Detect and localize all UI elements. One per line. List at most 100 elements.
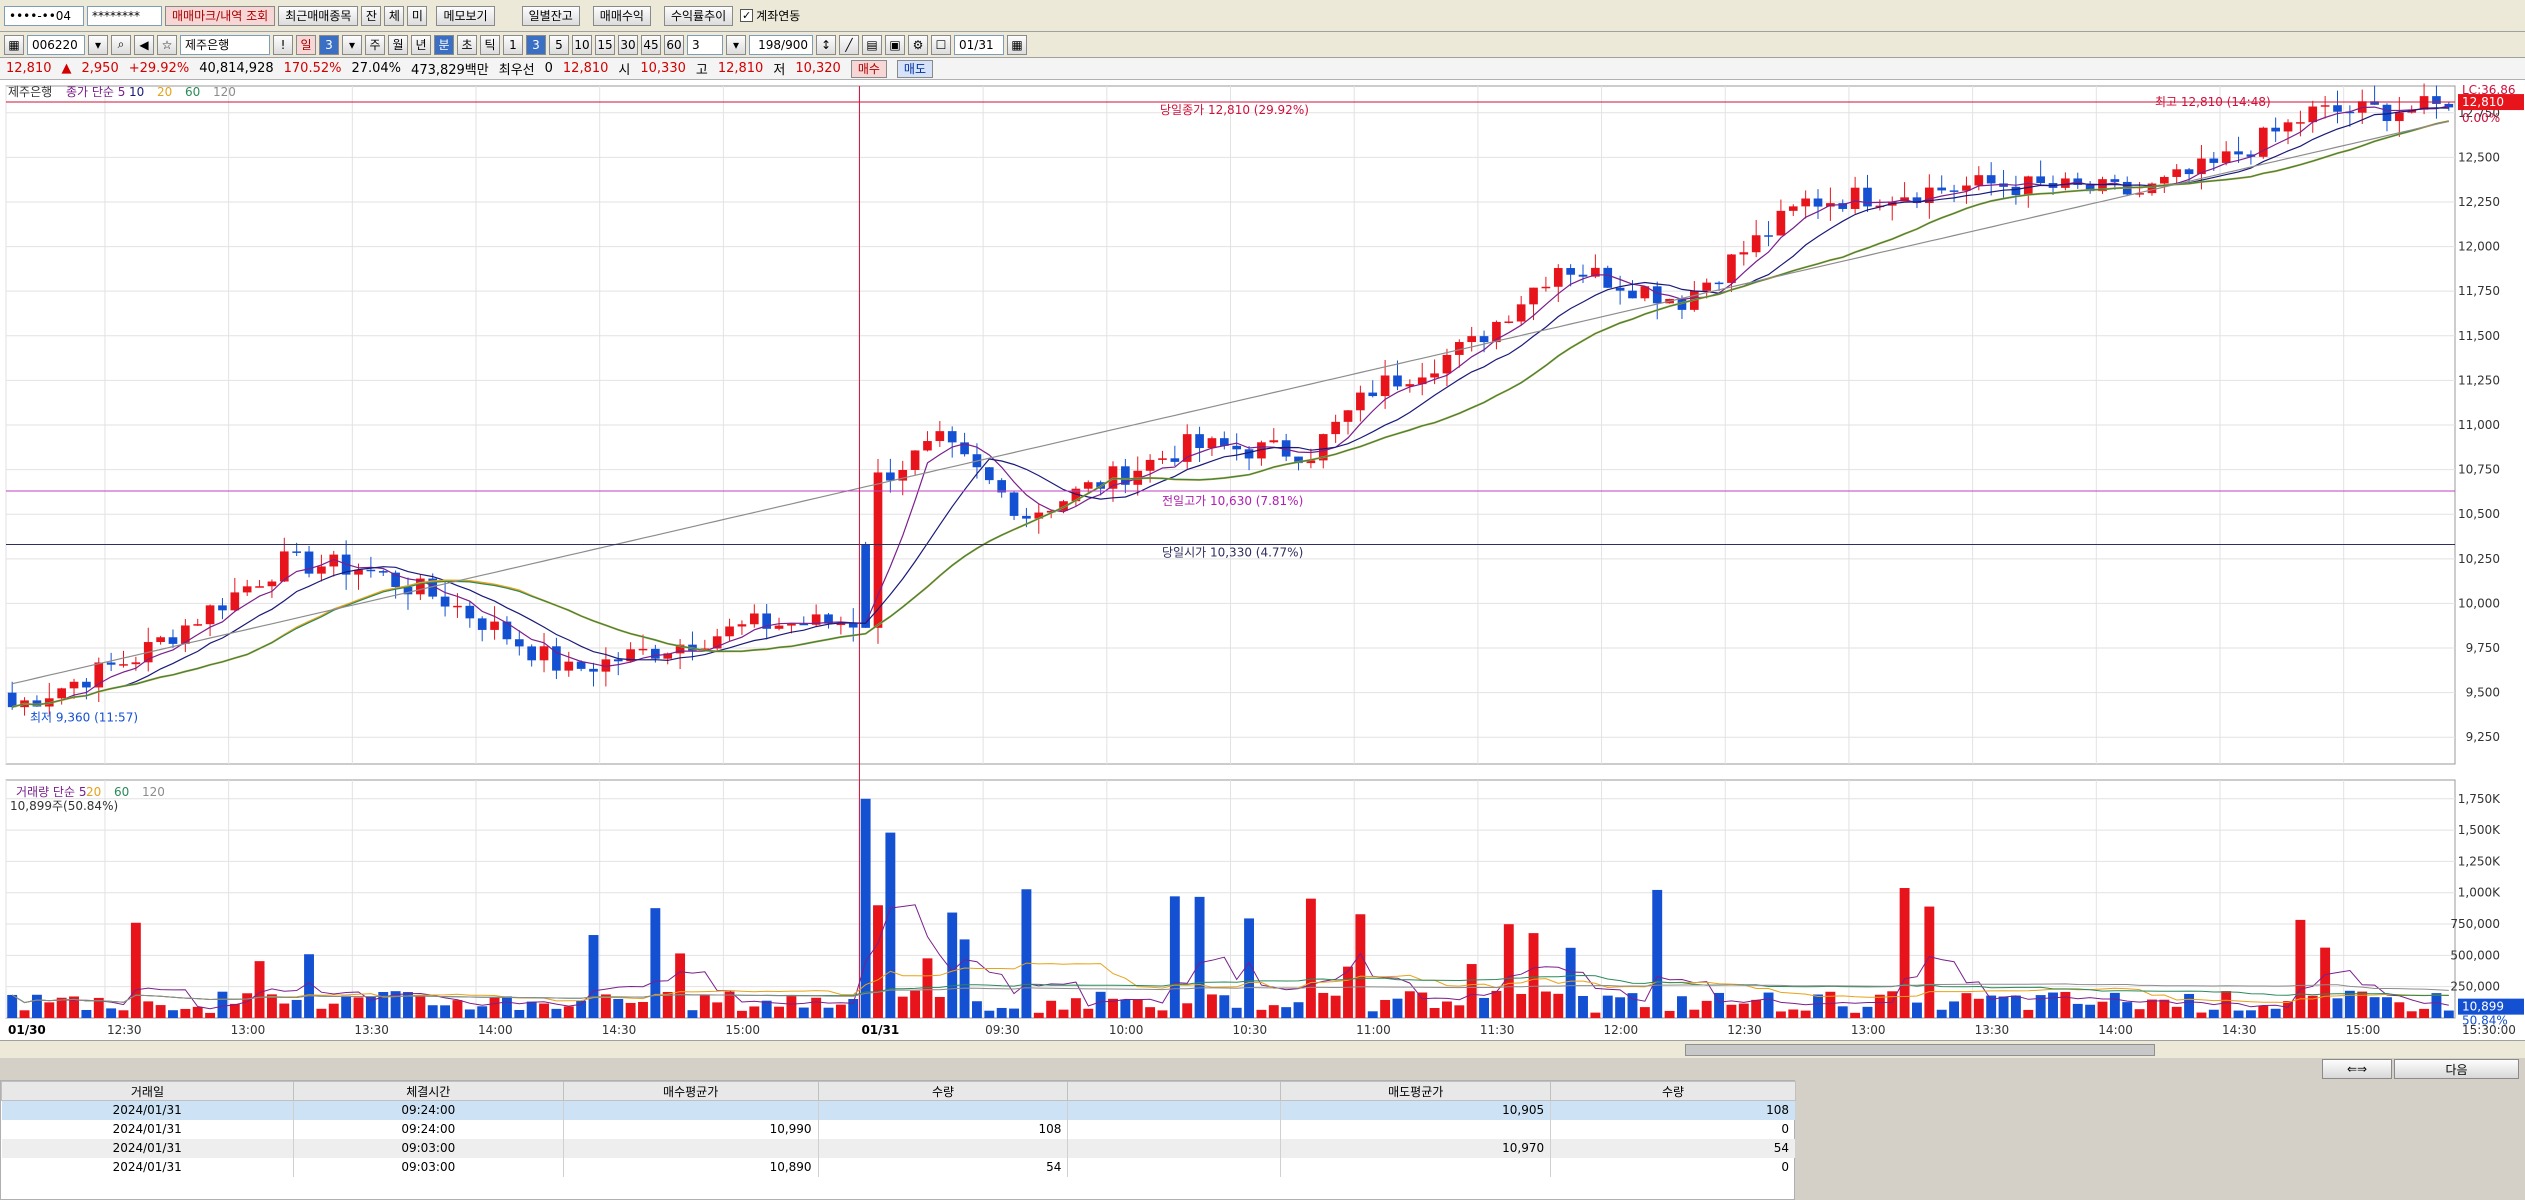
stock-code-input[interactable]: 006220 [27,34,85,55]
minute-45[interactable]: 45 [641,34,661,55]
interval-input[interactable]: 3 [687,34,723,55]
next-button[interactable]: 다음 [2394,1059,2519,1079]
sell-button[interactable]: 매도 [896,59,933,78]
volume-bar [2283,1001,2293,1018]
speaker-icon[interactable]: ◀ [134,34,154,55]
candle-body [2172,169,2182,177]
volume-bar [1553,993,1564,1018]
time-tick-label: 14:30 [602,1023,637,1037]
table-row[interactable]: 2024/01/31 09:03:00 10,970 54 [1,1138,1796,1158]
volume-bar [378,992,389,1018]
volume-bar [1169,896,1180,1018]
volume-bar [1108,998,1118,1018]
favorite-icon[interactable]: ☆ [157,34,177,55]
info-icon[interactable]: ! [273,34,293,55]
balance-toggle[interactable]: 잔 [361,5,382,26]
candle-body [1974,175,1984,186]
candle-body [453,605,462,608]
grid-icon[interactable]: ▦ [4,34,24,55]
date-input[interactable]: 01/31 [954,34,1004,55]
candle-body [2246,154,2256,157]
minute-1[interactable]: 1 [503,34,523,55]
vol-ma5-line [11,904,2449,1010]
volume-bar [588,935,599,1018]
chart-scrollbar[interactable] [0,1040,2525,1058]
time-readout: 15:30:00 [2462,1023,2516,1037]
volume-bar [2048,992,2058,1018]
password-field[interactable]: ******** [87,5,162,26]
volume-bar [1998,996,2009,1018]
minute-3[interactable]: 3 [526,34,546,55]
table-row[interactable]: 2024/01/31 09:24:00 10,990 108 0 [1,1119,1796,1139]
table-row[interactable]: 2024/01/31 09:24:00 10,905 108 [1,1100,1796,1120]
volume-bar [2357,991,2368,1018]
checkbox-icon[interactable]: ☐ [931,34,951,55]
volume-bar [291,999,302,1018]
trade-mark-button[interactable]: 매매마크/내역 조회 [165,5,276,26]
period-second[interactable]: 초 [457,34,477,55]
volume-bar [229,1003,240,1018]
trade-history-table: 거래일 체결시간 매수평균가 수량 매도평균가 수량 2024/01/31 09… [0,1080,1796,1200]
search-icon[interactable]: ⌕ [111,34,131,55]
table-icon[interactable]: ▤ [862,34,882,55]
account-select[interactable]: ••••-••04 [4,5,84,26]
time-tick-label: 13:30 [354,1023,389,1037]
scroll-icon[interactable]: ↕ [816,34,836,55]
candle-body [1801,198,1810,207]
candle-body [2283,122,2293,132]
period-year[interactable]: 년 [411,34,431,55]
candlestick-chart[interactable]: 12,75012,50012,25012,00011,75011,50011,2… [0,80,2525,1040]
prev-icon[interactable]: ⇐⇒ [2322,1059,2392,1079]
quote-bar: 12,810 ▲ 2,950 +29.92% 40,814,928 170.52… [0,58,2525,80]
minute-10[interactable]: 10 [572,34,592,55]
time-tick-label: 10:00 [1109,1023,1144,1037]
volume-bar [2171,1006,2182,1018]
volume-bar [625,1002,636,1018]
candle-body [1083,482,1093,489]
memo-button[interactable]: 메모보기 [436,5,495,26]
profit-rate-button[interactable]: 수익률추이 [663,5,734,26]
period-count[interactable]: 3 [319,34,339,55]
period-day[interactable]: 일 [296,34,316,55]
candle-body [354,569,363,575]
minute-30[interactable]: 30 [618,34,638,55]
period-tick[interactable]: 틱 [480,34,500,55]
executed-toggle[interactable]: 체 [384,5,405,26]
account-link-checkbox[interactable]: ✓ 계좌연동 [740,7,800,24]
minute-15[interactable]: 15 [595,34,615,55]
recent-items-button[interactable]: 최근매매종목 [278,5,359,26]
trade-profit-button[interactable]: 매매수익 [592,5,651,26]
daily-balance-button[interactable]: 일별잔고 [521,5,580,26]
calendar-icon[interactable]: ▦ [1007,34,1027,55]
chart-title: 제주은행 [8,84,52,99]
table-row[interactable]: 2024/01/31 09:03:00 10,890 54 0 [1,1157,1796,1177]
interval-dropdown[interactable]: ▾ [726,34,746,55]
candle-body [564,661,574,671]
period-week[interactable]: 주 [365,34,385,55]
dropdown-icon[interactable]: ▾ [88,34,108,55]
period-minute[interactable]: 분 [434,34,454,55]
volume-bar [922,958,933,1018]
candle-body [1306,460,1316,464]
unexecuted-toggle[interactable]: 미 [407,5,428,26]
minute-5[interactable]: 5 [549,34,569,55]
scroll-thumb[interactable] [1685,1044,2155,1056]
buy-button[interactable]: 매수 [850,59,887,78]
period-dropdown[interactable]: ▾ [342,34,362,55]
settings-icon[interactable]: ⚙ [908,34,928,55]
candle-body [1195,434,1204,449]
count-field[interactable]: 198/900 [749,34,813,55]
candle-body [712,636,722,649]
line-tool-icon[interactable]: ╱ [839,34,859,55]
volume-bar [675,953,686,1018]
last-price: 12,810 [562,61,609,76]
candle-body [490,621,499,630]
save-icon[interactable]: ▣ [885,34,905,55]
period-month[interactable]: 월 [388,34,408,55]
candle-body [787,623,796,626]
chart-area[interactable]: 12,750 12,500 12,250 12,000 11,750 11,500 11,2… [0,80,2525,1040]
candle-body [1727,254,1736,283]
price-tag-pct: 0.00% [2462,111,2500,125]
volume-bar [93,997,104,1018]
minute-60[interactable]: 60 [664,34,684,55]
